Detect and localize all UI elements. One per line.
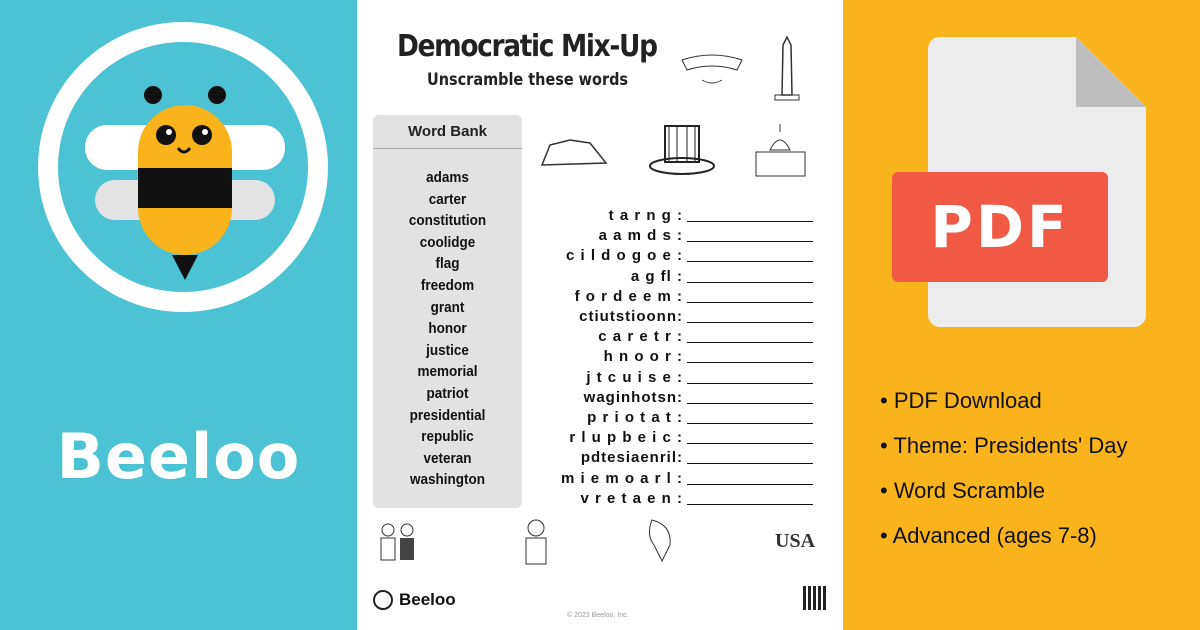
scramble-row: f o r d e e m : [533, 287, 813, 307]
scramble-list: t a r n g : a a m d s : c i l d o g o e : a… [533, 206, 813, 509]
george-washington-icon [525, 519, 547, 565]
word-bank-item: patriot [426, 384, 469, 402]
scrambled-word: a g fl : [630, 267, 683, 285]
feature-item: • PDF Download [880, 388, 1042, 413]
scrambled-word: j t c u i s e : [586, 368, 683, 386]
word-bank-item: coolidge [419, 233, 476, 251]
scramble-row: waginhotsn: [533, 388, 813, 408]
footer-logo: Beeloo [373, 590, 456, 610]
answer-line [687, 230, 813, 243]
eagle-icon [648, 519, 671, 563]
answer-line [687, 291, 813, 303]
scrambled-word: m i e m o a r l : [560, 469, 683, 487]
info-panel: PDF • PDF Download • Theme: Presidents' … [843, 0, 1200, 630]
feature-item: • Word Scramble [880, 478, 1046, 503]
answer-line [687, 331, 813, 344]
word-bank-item: republic [421, 428, 474, 446]
word-bank-title: Word Bank [373, 115, 522, 149]
feature-item: • Advanced (ages 7-8) [880, 523, 1097, 548]
word-bank: Word Bank adams carter constitution cool… [373, 115, 522, 508]
scramble-row: j t c u i s e : [533, 368, 813, 388]
worksheet-preview: Democratic Mix-Up Unscramble these words… [357, 0, 843, 630]
file-fold-icon [1076, 37, 1146, 107]
scrambled-word: c a r e t r : [598, 328, 683, 346]
usa-text: USA [775, 530, 816, 552]
answer-line [687, 210, 813, 223]
word-bank-item: adams [426, 169, 469, 186]
brand-name: Beeloo [56, 420, 301, 493]
scramble-row: r l u p b e i c : [533, 428, 813, 448]
bee-face-icon [373, 590, 393, 610]
scrambled-word: v r e t a e n : [580, 489, 683, 507]
scramble-row: m i e m o a r l : [533, 468, 813, 488]
worksheet-subtitle: Unscramble these words [427, 70, 629, 90]
scrambled-word: pdtesiaenril: [580, 449, 683, 467]
word-bank-item: washington [409, 471, 485, 489]
word-bank-item: constitution [408, 212, 487, 230]
scrambled-word: h n o o r : [603, 348, 683, 366]
scramble-row: v r e t a e n : [533, 489, 813, 509]
word-bank-item: carter [428, 190, 467, 208]
scrambled-word: waginhotsn: [583, 388, 683, 406]
scramble-row: c a r e t r : [533, 327, 813, 347]
scrambled-word: r l u p b e i c : [569, 429, 683, 447]
scrambled-word: ctiutstioonn: [579, 308, 683, 326]
worksheet-title: Democratic Mix-Up [397, 29, 658, 64]
pdf-label: PDF [892, 172, 1108, 282]
presidents-day-banner-icon [681, 54, 743, 84]
word-bank-item: memorial [417, 363, 478, 381]
answer-line [687, 311, 813, 324]
scrambled-word: a a m d s : [598, 227, 683, 245]
word-bank-item: flag [435, 255, 460, 273]
scramble-row: pdtesiaenril: [533, 448, 813, 468]
mount-rushmore-icon [540, 139, 608, 166]
scrambled-word: t a r n g : [608, 207, 683, 225]
scramble-row: h n o o r : [533, 347, 813, 367]
answer-line [687, 372, 813, 384]
scramble-row: a g fl : [533, 267, 813, 287]
feature-item: • Theme: Presidents' Day [880, 433, 1128, 458]
scramble-row: t a r n g : [533, 206, 813, 226]
footer-logo-text: Beeloo [399, 590, 456, 609]
qr-code-icon [803, 586, 827, 610]
answer-line [687, 392, 813, 404]
scramble-row: p r i o t a t : [533, 408, 813, 428]
word-bank-item: grant [430, 298, 465, 316]
monument-icon [774, 35, 800, 101]
answer-line [687, 250, 813, 263]
scrambled-word: f o r d e e m : [574, 287, 683, 305]
scramble-row: a a m d s : [533, 226, 813, 246]
answer-line [687, 432, 813, 445]
scramble-row: ctiutstioonn: [533, 307, 813, 327]
word-bank-item: justice [426, 341, 469, 359]
word-bank-item: presidential [409, 406, 486, 424]
answer-line [687, 452, 813, 465]
answer-line [687, 351, 813, 364]
scrambled-word: p r i o t a t : [587, 408, 683, 426]
scrambled-word: c i l d o g o e : [565, 247, 683, 265]
answer-line [687, 412, 813, 424]
answer-line [687, 271, 813, 283]
presidents-figures-icon [380, 523, 414, 561]
scramble-row: c i l d o g o e : [533, 246, 813, 266]
bee-logo-icon [85, 86, 285, 280]
answer-line [687, 493, 813, 505]
word-bank-item: veteran [423, 449, 472, 467]
brand-panel: Beeloo [0, 0, 357, 630]
word-bank-item: freedom [420, 276, 475, 294]
top-hat-icon [649, 125, 715, 175]
copyright: © 2023 Beeloo, Inc. [567, 612, 629, 619]
word-bank-item: honor [428, 320, 467, 338]
capitol-icon [755, 124, 806, 177]
answer-line [687, 473, 813, 485]
feature-list: • PDF Download • Theme: Presidents' Day … [880, 386, 1128, 566]
